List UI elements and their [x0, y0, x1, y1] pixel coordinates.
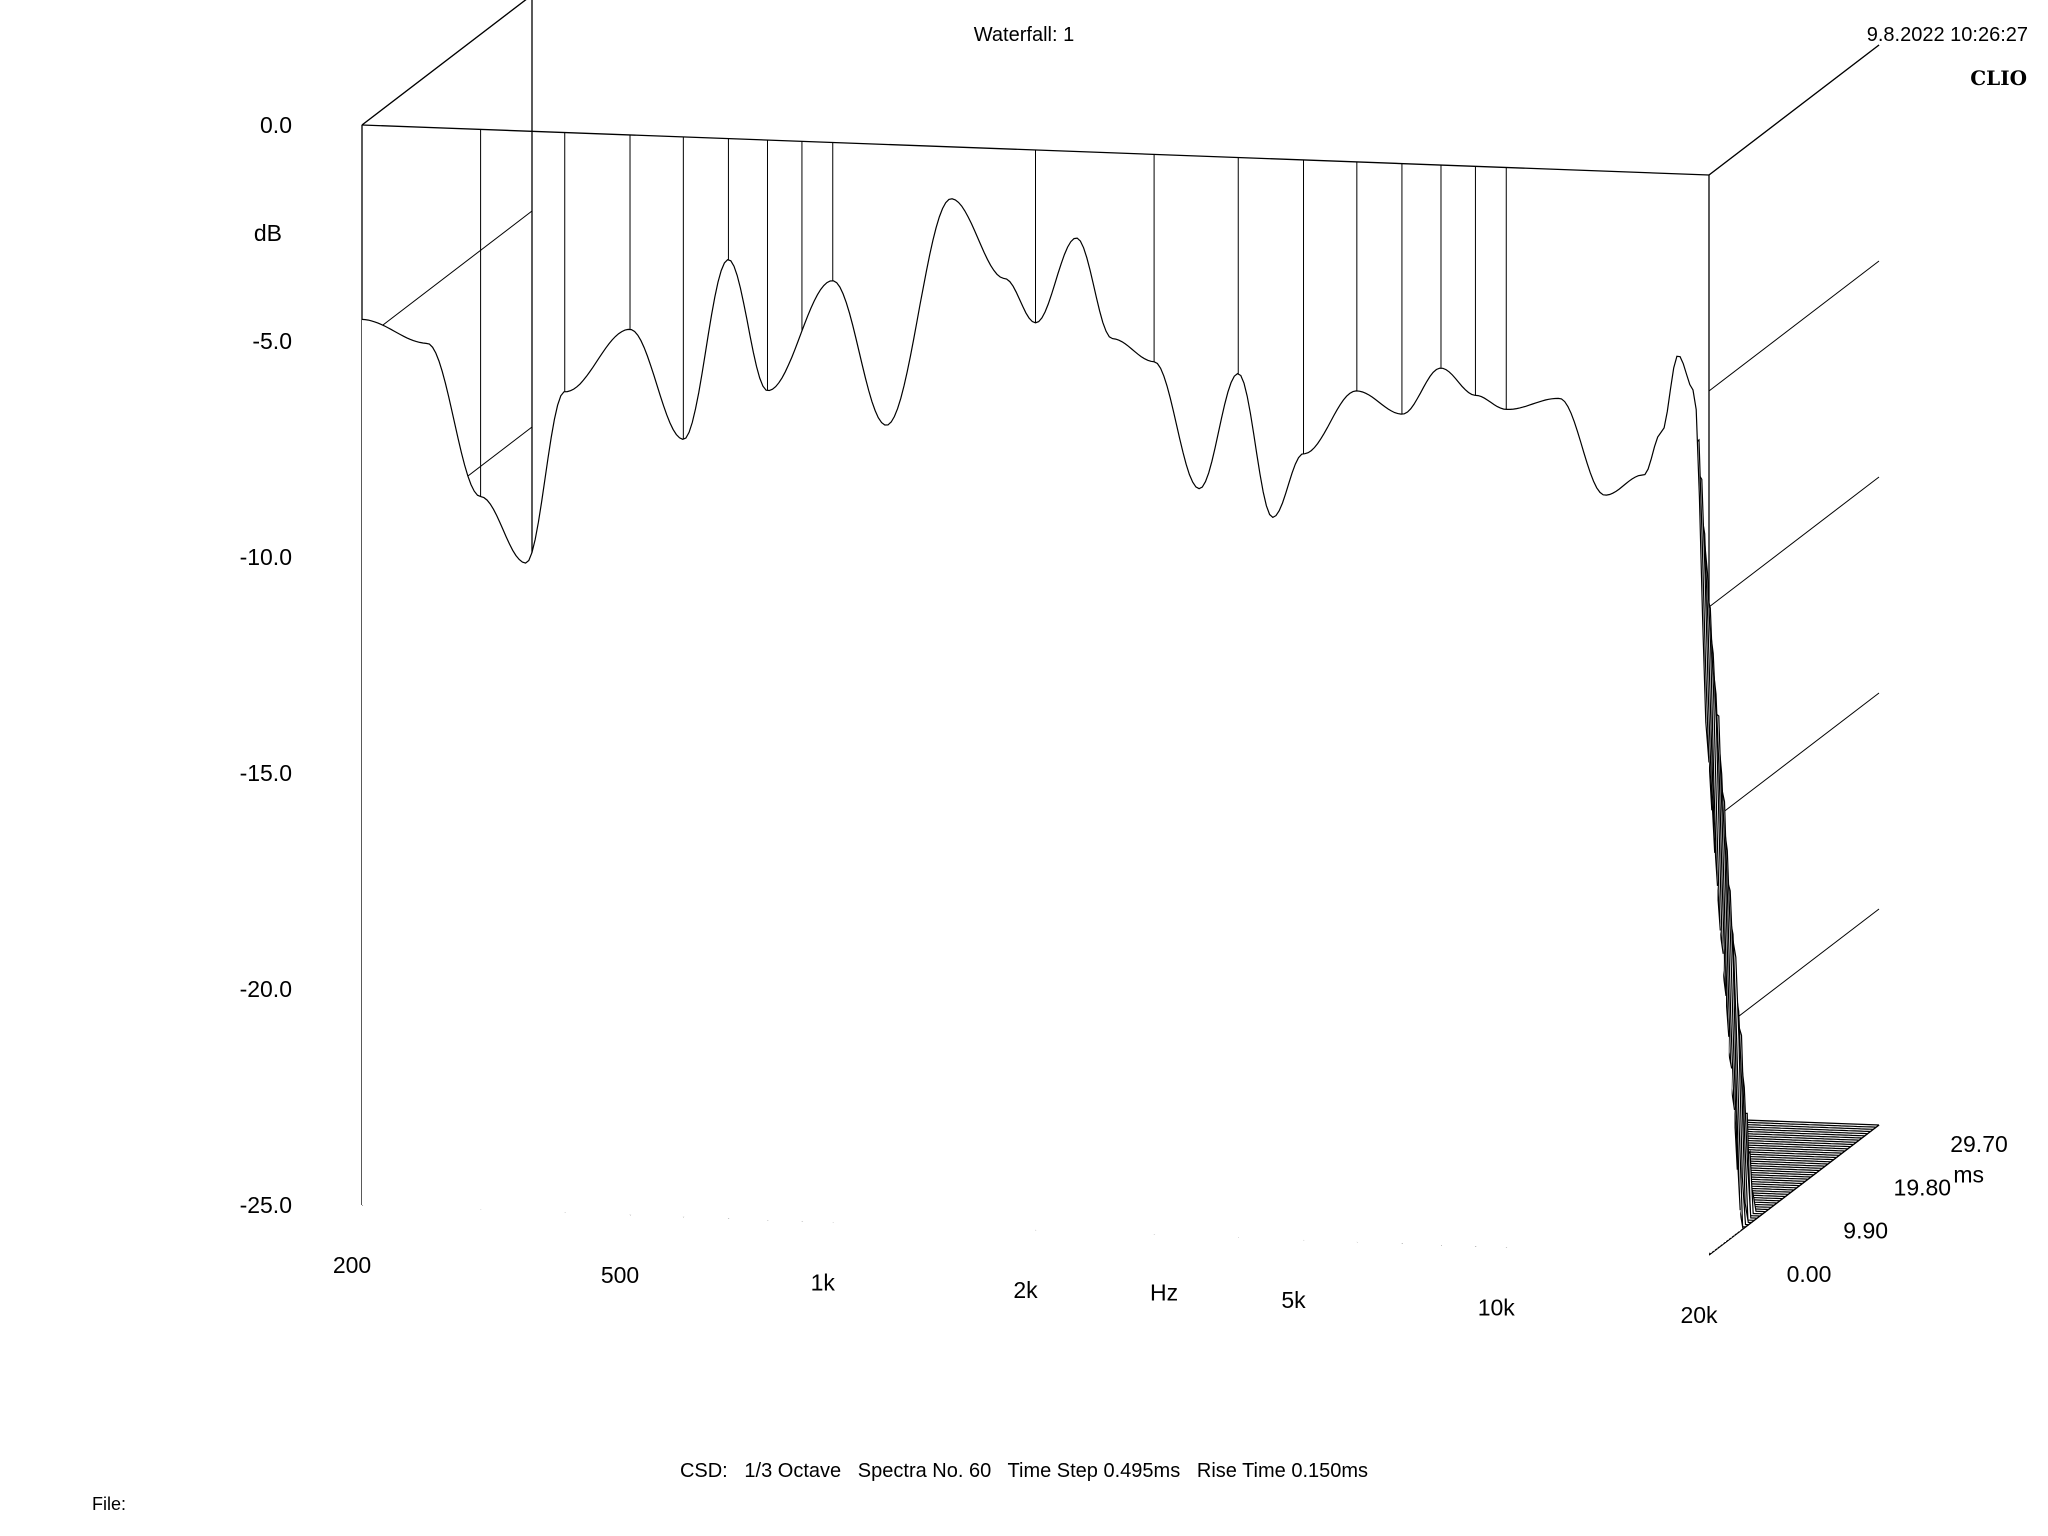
csd-label: CSD: — [679, 1460, 728, 1482]
grid-line-db-right — [1708, 476, 1880, 608]
y-axis-title: dB — [254, 220, 282, 246]
z-tick-label: 29.70 — [1950, 1131, 2008, 1157]
y-tick-label: -25.0 — [240, 1192, 292, 1218]
x-tick-label: 500 — [601, 1262, 639, 1288]
grid-line-db-right — [1708, 260, 1880, 392]
z-tick-label: 0.00 — [1787, 1261, 1832, 1287]
grid-line-db-right — [1708, 44, 1880, 176]
y-tick-label: 0.0 — [260, 112, 292, 138]
y-tick-label: -20.0 — [240, 976, 292, 1002]
y-tick-label: -15.0 — [240, 760, 292, 786]
x-tick-label: 200 — [333, 1252, 371, 1278]
z-axis-title: ms — [1953, 1162, 1984, 1188]
y-tick-label: -5.0 — [252, 328, 292, 354]
spectrum-fill — [362, 198, 1709, 1255]
axis-labels: 0.0 -5.0 -10.0 -15.0 -20.0 -25.0 dB 200 500 1k 2k 5… — [240, 112, 2008, 1328]
spectrum-line — [361, 198, 1710, 763]
octave-smoothing: 1/3 Octave — [744, 1460, 842, 1482]
brand-logo: CLIO — [1970, 66, 2027, 90]
file-label: File: — [92, 1494, 127, 1514]
x-tick-label: 2k — [1013, 1277, 1038, 1303]
spectra-group — [361, 198, 1877, 1255]
x-tick-label: 20k — [1680, 1302, 1718, 1328]
chart-title: Waterfall: 1 — [973, 24, 1075, 46]
x-tick-label: 10k — [1478, 1294, 1516, 1320]
frame-top-left-depth — [361, 0, 527, 126]
measurement-datetime: 9.8.2022 10:26:27 — [1866, 24, 2028, 46]
y-tick-label: -10.0 — [240, 544, 292, 570]
x-tick-label: 1k — [811, 1269, 836, 1295]
x-axis-title: Hz — [1150, 1279, 1178, 1305]
grid-line-db-right — [1708, 692, 1880, 824]
rise-time: Rise Time 0.150ms — [1196, 1460, 1369, 1482]
spectra-count: Spectra No. 60 — [857, 1460, 992, 1482]
csd-info: CSD: 1/3 Octave Spectra No. 60 Time Step… — [0, 1460, 2048, 1483]
time-step: Time Step 0.495ms — [1007, 1460, 1181, 1482]
z-tick-label: 9.90 — [1843, 1218, 1888, 1244]
z-tick-label: 19.80 — [1894, 1174, 1952, 1200]
grid-line-db — [361, 210, 533, 342]
grid-line-db — [361, 0, 527, 126]
x-tick-label: 5k — [1281, 1287, 1306, 1313]
